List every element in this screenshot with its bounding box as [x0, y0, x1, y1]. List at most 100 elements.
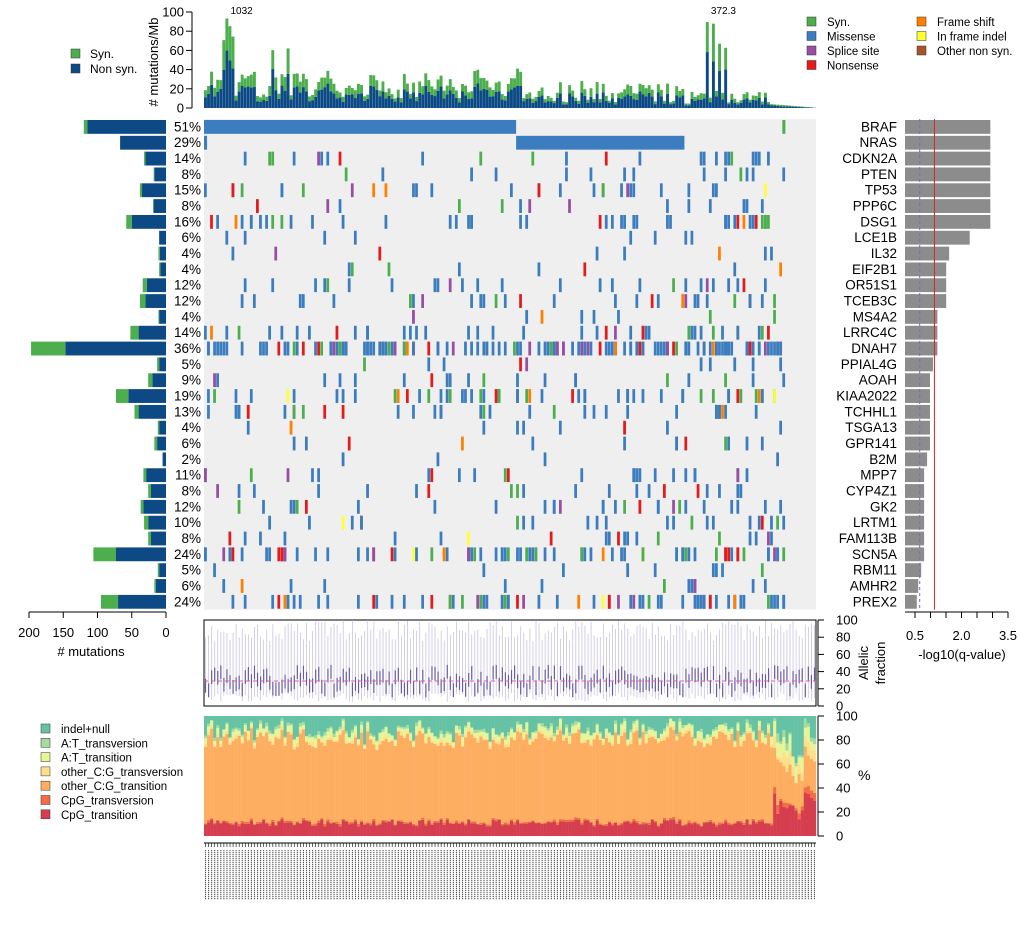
- mutation-cell: [338, 151, 342, 166]
- burden-nonsyn-bar: [494, 91, 498, 108]
- burden-syn-bar: [626, 84, 630, 95]
- mutation-cell: [678, 499, 682, 514]
- spectrum-segment: [314, 823, 318, 826]
- spectrum-segment: [323, 732, 327, 736]
- burden-syn-bar: [739, 100, 743, 103]
- spectrum-segment: [623, 718, 627, 721]
- mutation-cell: [604, 325, 608, 340]
- burden-syn-bar: [360, 84, 363, 94]
- spectrum-segment: [381, 716, 385, 730]
- spectrum-segment: [565, 724, 569, 728]
- burden-nonsyn-bar: [479, 90, 483, 108]
- burden-nonsyn-bar: [800, 107, 804, 108]
- mutation-cell: [415, 484, 418, 498]
- mutation-cell: [259, 531, 262, 546]
- spectrum-segment: [782, 751, 786, 767]
- spectrum-segment: [574, 721, 578, 725]
- gene-percent: 8%: [181, 484, 201, 499]
- spectrum-segment: [497, 734, 502, 737]
- mutation-cell: [632, 167, 636, 182]
- spectrum-segment: [323, 745, 327, 824]
- spectrum-segment: [268, 738, 272, 742]
- spectrum-segment: [684, 824, 688, 826]
- spectrum-segment: [626, 821, 630, 836]
- burden-nonsyn-bar: [617, 98, 621, 108]
- spectrum-segment: [491, 739, 495, 818]
- mutation-cell: [724, 151, 727, 166]
- spectrum-segment: [635, 726, 639, 731]
- gene-nonsyn-bar: [159, 420, 166, 435]
- spectrum-segment: [384, 738, 388, 821]
- mutation-cell: [614, 341, 617, 356]
- spectrum-segment: [797, 819, 801, 836]
- mutation-cell: [705, 278, 709, 293]
- mutation-cell: [638, 341, 642, 356]
- mutation-cell-nras: [516, 135, 685, 150]
- spectrum-segment: [237, 716, 241, 729]
- mutation-cell: [213, 389, 216, 403]
- legend-label: In frame indel: [937, 32, 1007, 44]
- spectrum-segment: [369, 733, 373, 736]
- spectrum-segment: [375, 824, 379, 826]
- gene-label: B2M: [869, 452, 897, 467]
- spectrum-segment: [418, 819, 422, 822]
- burden-nonsyn-bar: [378, 96, 382, 108]
- spectrum-segment: [522, 729, 526, 733]
- burden-nonsyn-bar: [522, 101, 526, 108]
- burden-nonsyn-bar: [335, 98, 339, 108]
- spectrum-segment: [289, 716, 293, 724]
- spectrum-segment: [436, 739, 440, 744]
- spectrum-segment: [549, 716, 554, 724]
- spectrum-segment: [231, 825, 235, 836]
- spectrum-segment: [347, 716, 352, 738]
- spectrum-segment: [372, 821, 376, 836]
- spectrum-segment: [610, 743, 615, 746]
- spectrum-segment: [338, 726, 342, 730]
- mutation-cell: [620, 547, 623, 562]
- spectrum-segment: [295, 743, 300, 747]
- spectrum-segment: [427, 736, 431, 820]
- mutation-cell: [531, 151, 535, 166]
- burden-nonsyn-bar: [626, 94, 630, 108]
- spectrum-segment: [372, 744, 376, 820]
- mutation-cell: [240, 341, 244, 356]
- spectrum-segment: [225, 821, 229, 823]
- left-axis-tick-label: 200: [18, 625, 40, 640]
- spectrum-segment: [742, 716, 746, 733]
- gene-percent: 15%: [174, 183, 201, 198]
- spectrum-segment: [225, 822, 229, 836]
- mutation-cell: [699, 594, 703, 609]
- spectrum-segment: [204, 823, 208, 825]
- spectrum-segment: [332, 740, 336, 742]
- spectrum-segment: [794, 808, 798, 811]
- spectrum-segment: [687, 820, 691, 823]
- mutation-cell: [763, 183, 767, 198]
- spectrum-segment: [565, 737, 569, 820]
- spectrum-segment: [733, 740, 737, 742]
- spectrum-segment: [473, 823, 477, 836]
- spectrum-segment: [231, 823, 235, 826]
- spectrum-segment: [286, 730, 290, 732]
- mutation-cell: [516, 594, 519, 609]
- burden-syn-bar: [497, 81, 501, 92]
- gene-nonsyn-bar: [65, 341, 166, 356]
- mutation-cell: [745, 468, 749, 483]
- spectrum-segment: [763, 737, 768, 743]
- spectrum-segment: [767, 822, 771, 824]
- spectrum-segment: [332, 733, 336, 738]
- spectrum-segment: [696, 824, 700, 836]
- spectrum-segment: [626, 745, 630, 821]
- mutation-cell: [623, 420, 626, 435]
- mutation-cell: [718, 246, 721, 261]
- spectrum-segment: [552, 736, 557, 741]
- spectrum-segment: [405, 823, 410, 836]
- burden-syn-bar: [773, 104, 777, 106]
- mutation-cell: [366, 547, 369, 562]
- mutation-cell: [623, 531, 626, 546]
- burden-syn-bar: [329, 78, 333, 92]
- legend-label: Frame shift: [937, 17, 995, 29]
- spectrum-segment: [650, 736, 655, 819]
- legend-label: Splice site: [827, 46, 879, 58]
- mutation-cell: [751, 579, 755, 593]
- spectrum-segment: [231, 740, 235, 824]
